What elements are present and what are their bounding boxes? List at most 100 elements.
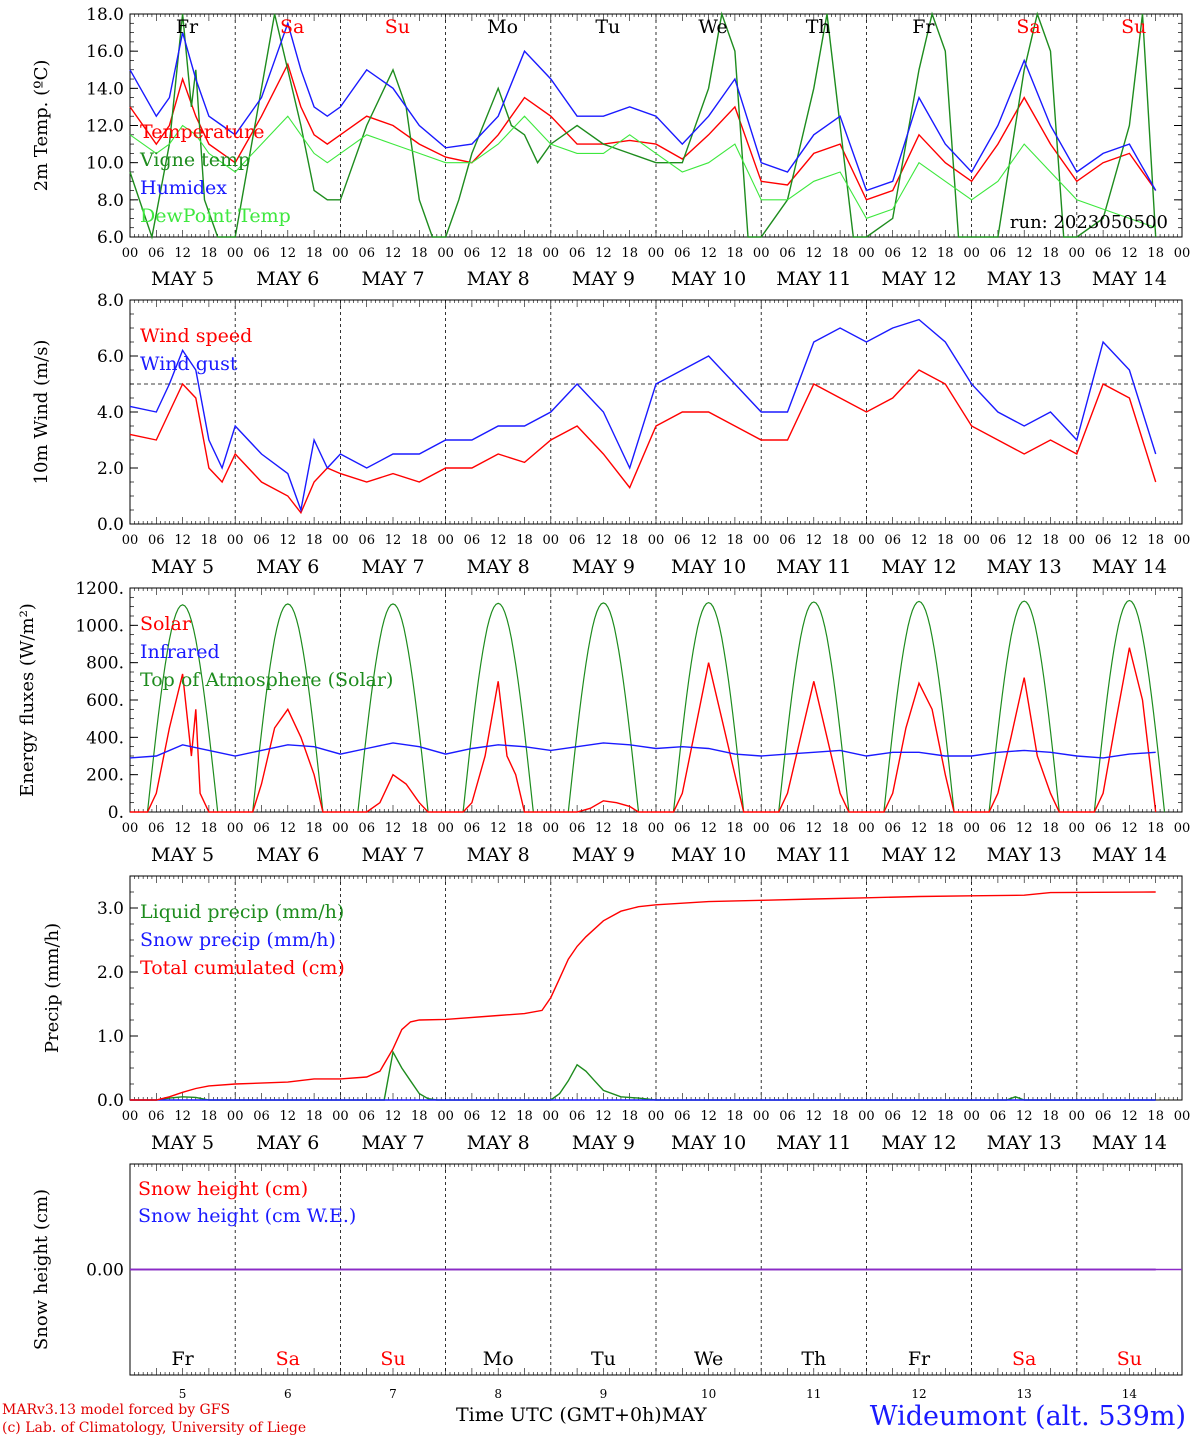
day-number-label: 8 bbox=[494, 1387, 502, 1401]
hour-tick-label: 18 bbox=[201, 821, 218, 836]
hour-tick-label: 12 bbox=[911, 246, 928, 261]
hour-tick-label: 06 bbox=[464, 533, 481, 548]
legend-entry: Infrared bbox=[140, 641, 220, 663]
hour-tick-label: 12 bbox=[174, 246, 191, 261]
precip-y-axis-label: Precip (mm/h) bbox=[42, 923, 63, 1053]
toa-solar-arc bbox=[567, 602, 640, 813]
hour-tick-label: 06 bbox=[990, 821, 1007, 836]
hour-tick-label: 06 bbox=[779, 533, 796, 548]
hour-tick-label: 12 bbox=[911, 821, 928, 836]
hour-tick-label: 06 bbox=[358, 821, 375, 836]
weekday-bottom-label: Mo bbox=[483, 1348, 514, 1370]
toa-solar-arc bbox=[883, 600, 955, 813]
date-label: MAY 10 bbox=[671, 1132, 746, 1154]
weekday-top-label: Fr bbox=[176, 16, 199, 38]
wind-frame bbox=[129, 299, 1183, 525]
y-tick-label: 2.0 bbox=[97, 459, 124, 479]
date-label: MAY 5 bbox=[151, 556, 214, 578]
weekday-top-label: Su bbox=[1121, 16, 1146, 38]
hour-tick-label: 06 bbox=[779, 1109, 796, 1124]
hour-tick-label: 06 bbox=[148, 1109, 165, 1124]
hour-tick-label: 18 bbox=[832, 1109, 849, 1124]
hour-tick-label: 06 bbox=[674, 246, 691, 261]
hour-tick-label: 00 bbox=[227, 246, 244, 261]
hour-tick-label: 12 bbox=[280, 246, 297, 261]
snow-y-axis-label: Snow height (cm) bbox=[31, 1189, 52, 1350]
toa-solar-arc bbox=[988, 600, 1060, 813]
hour-tick-label: 00 bbox=[648, 1109, 665, 1124]
series-dewpoint-temp bbox=[129, 115, 1156, 229]
y-tick-label: 16.0 bbox=[86, 42, 124, 62]
legend-entry: Snow height (cm W.E.) bbox=[138, 1205, 356, 1227]
hour-tick-label: 12 bbox=[385, 1109, 402, 1124]
hour-tick-label: 06 bbox=[464, 821, 481, 836]
hour-tick-label: 12 bbox=[1016, 533, 1033, 548]
credit-line-2: (c) Lab. of Climatology, University of L… bbox=[2, 1420, 307, 1436]
day-number-label: 14 bbox=[1122, 1387, 1138, 1401]
hour-tick-label: 06 bbox=[674, 1109, 691, 1124]
hour-tick-label: 00 bbox=[753, 821, 770, 836]
hour-tick-label: 00 bbox=[437, 246, 454, 261]
hour-tick-label: 12 bbox=[700, 821, 717, 836]
hour-tick-label: 18 bbox=[937, 1109, 954, 1124]
date-label: MAY 12 bbox=[881, 268, 956, 290]
hour-tick-label: 12 bbox=[700, 533, 717, 548]
hour-tick-label: 00 bbox=[227, 821, 244, 836]
weekday-bottom-label: Th bbox=[801, 1348, 826, 1370]
hour-tick-label: 00 bbox=[1069, 821, 1086, 836]
toa-solar-arc bbox=[462, 602, 534, 813]
date-label: MAY 6 bbox=[256, 844, 319, 866]
legend-entry: Total cumulated (cm) bbox=[140, 957, 345, 979]
date-label: MAY 7 bbox=[361, 556, 424, 578]
hour-tick-label: 12 bbox=[174, 821, 191, 836]
hour-tick-label: 18 bbox=[201, 246, 218, 261]
hour-tick-label: 00 bbox=[858, 821, 875, 836]
y-tick-label: 1.0 bbox=[97, 1027, 124, 1047]
y-tick-label: 400. bbox=[86, 728, 124, 748]
hour-tick-label: 00 bbox=[1174, 1109, 1191, 1124]
weekday-top-label: Sa bbox=[280, 16, 304, 38]
hour-tick-label: 12 bbox=[595, 533, 612, 548]
hour-tick-label: 00 bbox=[648, 246, 665, 261]
hour-tick-label: 12 bbox=[490, 533, 507, 548]
hour-tick-label: 18 bbox=[1147, 246, 1164, 261]
hour-tick-label: 06 bbox=[358, 533, 375, 548]
wind-y-axis-label: 10m Wind (m/s) bbox=[31, 340, 52, 485]
series-humidex bbox=[129, 20, 1157, 192]
hour-tick-label: 12 bbox=[1121, 533, 1138, 548]
day-number-label: 13 bbox=[1017, 1387, 1032, 1401]
hour-tick-label: 12 bbox=[385, 821, 402, 836]
hour-tick-label: 00 bbox=[122, 1109, 139, 1124]
credit-line-1: MARv3.13 model forced by GFS bbox=[2, 1402, 231, 1418]
hour-tick-label: 12 bbox=[595, 246, 612, 261]
hour-tick-label: 18 bbox=[516, 1109, 533, 1124]
y-tick-label: 2.0 bbox=[97, 963, 124, 983]
date-label: MAY 11 bbox=[776, 268, 851, 290]
hour-tick-label: 00 bbox=[437, 533, 454, 548]
date-label: MAY 7 bbox=[361, 844, 424, 866]
weekday-bottom-label: Su bbox=[380, 1348, 405, 1370]
legend-entry: DewPoint Temp bbox=[140, 205, 291, 227]
weekday-bottom-label: Su bbox=[1117, 1348, 1142, 1370]
hour-tick-label: 12 bbox=[174, 1109, 191, 1124]
hour-tick-label: 18 bbox=[621, 821, 638, 836]
hour-tick-label: 12 bbox=[595, 1109, 612, 1124]
hour-tick-label: 18 bbox=[621, 1109, 638, 1124]
hour-tick-label: 06 bbox=[674, 821, 691, 836]
date-label: MAY 9 bbox=[572, 268, 635, 290]
hour-tick-label: 18 bbox=[411, 821, 428, 836]
hour-tick-label: 12 bbox=[385, 246, 402, 261]
hour-tick-label: 00 bbox=[648, 533, 665, 548]
hour-tick-label: 12 bbox=[385, 533, 402, 548]
hour-tick-label: 00 bbox=[122, 533, 139, 548]
y-tick-label: 10.0 bbox=[86, 154, 124, 174]
y-tick-label: 800. bbox=[86, 654, 124, 674]
date-label: MAY 9 bbox=[572, 1132, 635, 1154]
hour-tick-label: 00 bbox=[648, 821, 665, 836]
weekday-top-label: Mo bbox=[487, 16, 518, 38]
y-tick-label: 6.0 bbox=[97, 228, 124, 248]
hour-tick-label: 06 bbox=[1095, 246, 1112, 261]
energy-frame bbox=[129, 587, 1183, 813]
hour-tick-label: 18 bbox=[727, 533, 744, 548]
hour-tick-label: 00 bbox=[858, 246, 875, 261]
